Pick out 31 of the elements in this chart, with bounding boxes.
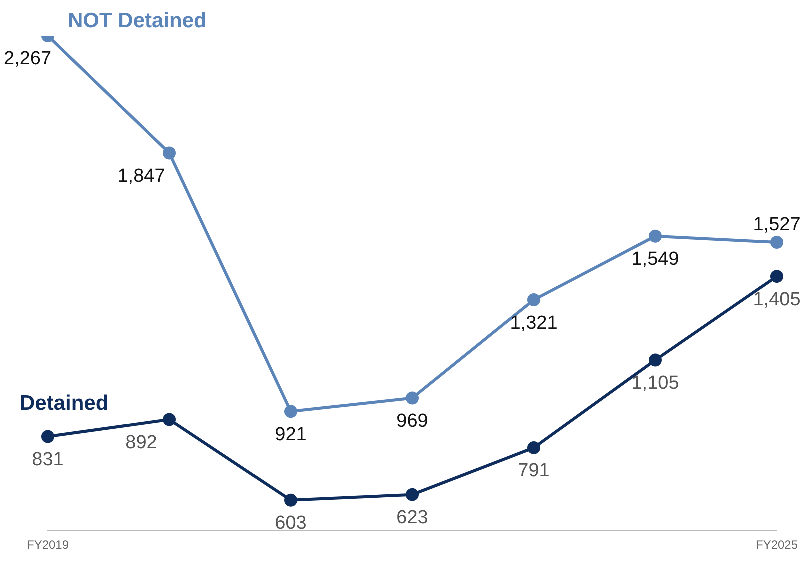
- point: [649, 354, 662, 367]
- data-label: 1,847: [118, 166, 166, 187]
- data-label: 831: [32, 450, 64, 471]
- data-label: 892: [126, 432, 158, 454]
- data-label: 1,549: [632, 249, 680, 270]
- x-tick-label: FY2019: [26, 538, 70, 552]
- point: [163, 413, 176, 426]
- series-label: Detained: [20, 392, 109, 416]
- x-tick-label: FY2025: [756, 538, 798, 552]
- point: [284, 494, 298, 507]
- series-label: NOT Detained: [68, 9, 207, 32]
- data-label: 1,105: [632, 373, 680, 394]
- point: [770, 270, 784, 284]
- data-label: 623: [396, 508, 428, 529]
- point: [770, 236, 784, 250]
- data-label: 1,527: [753, 214, 801, 236]
- point: [649, 230, 662, 243]
- data-label: 2,267: [4, 48, 52, 70]
- point: [42, 430, 54, 444]
- point: [284, 405, 298, 418]
- point: [528, 294, 540, 307]
- point: [406, 392, 419, 405]
- point: [163, 146, 176, 160]
- data-label: 1,405: [753, 289, 801, 310]
- data-label: 791: [518, 460, 550, 482]
- data-label: 603: [275, 513, 307, 534]
- point: [528, 441, 540, 454]
- point: [406, 488, 419, 502]
- data-label: 969: [396, 411, 428, 432]
- data-label: 921: [275, 424, 307, 446]
- data-label: 1,321: [510, 312, 558, 334]
